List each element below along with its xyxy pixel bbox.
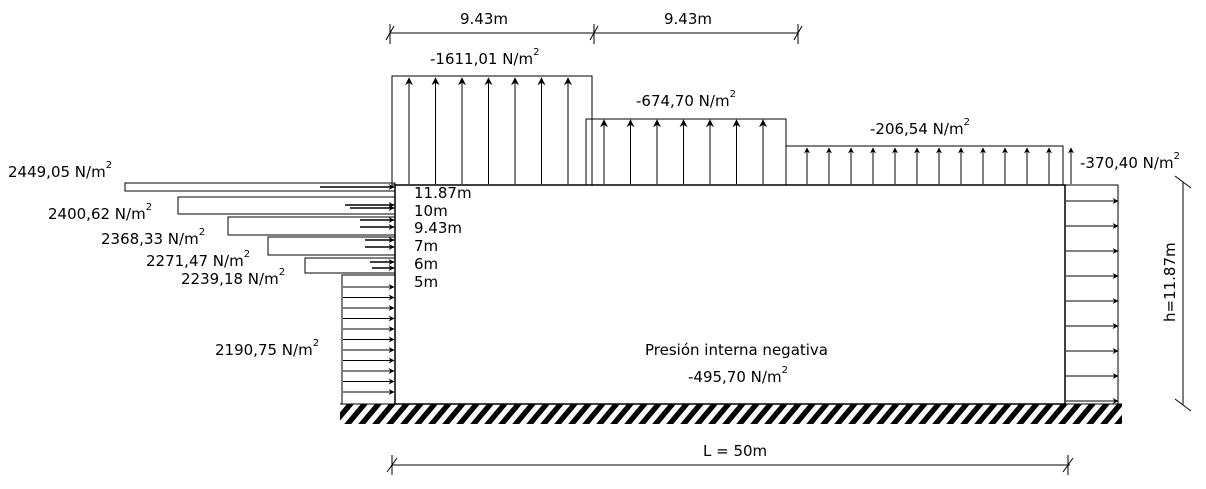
height-level-label-6: 5m [414,273,438,291]
top-span-label-2: 9.43m [664,10,712,28]
roof-arrows [405,77,1074,184]
height-level-label-4: 7m [414,237,438,255]
height-level-label-5: 6m [414,255,438,273]
roof-load-block-3 [785,145,1064,186]
windward-arrows [320,184,395,395]
windward-load-label-4: 2271,47 N/m2 [146,249,250,270]
leeward-load-block [1064,184,1119,405]
length-dimension [386,455,1074,475]
roof-load-label-1: -1611,01 N/m2 [430,47,539,68]
height-level-label-3: 9.43m [414,219,462,237]
height-level-label-2: 10m [414,202,448,220]
windward-load-label-6: 2190,75 N/m2 [215,338,319,359]
top-span-label-1: 9.43m [460,10,508,28]
roof-load-block-1 [391,75,593,186]
leeward-load-label: -370,40 N/m2 [1080,151,1180,172]
windward-load-label-5: 2239,18 N/m2 [181,267,285,288]
roof-load-label-2: -674,70 N/m2 [636,89,736,110]
height-dimension-label: h=11.87m [1161,242,1179,322]
height-dimension [1174,175,1192,412]
roof-load-block-2 [585,118,787,186]
length-dimension-label: L = 50m [703,442,767,460]
leeward-arrows [1066,198,1119,404]
top-dimension [385,24,803,44]
windward-load-label-1: 2449,05 N/m2 [8,160,112,181]
windward-load-label-3: 2368,33 N/m2 [101,227,205,248]
ground-hatch [340,404,1122,424]
windward-blocks [124,182,396,405]
height-level-label-1: 11.87m [414,184,472,202]
roof-load-label-3: -206,54 N/m2 [870,117,970,138]
windward-load-label-2: 2400,62 N/m2 [48,202,152,223]
internal-pressure-title: Presión interna negativa [645,341,828,359]
internal-pressure-value: -495,70 N/m2 [688,365,788,386]
